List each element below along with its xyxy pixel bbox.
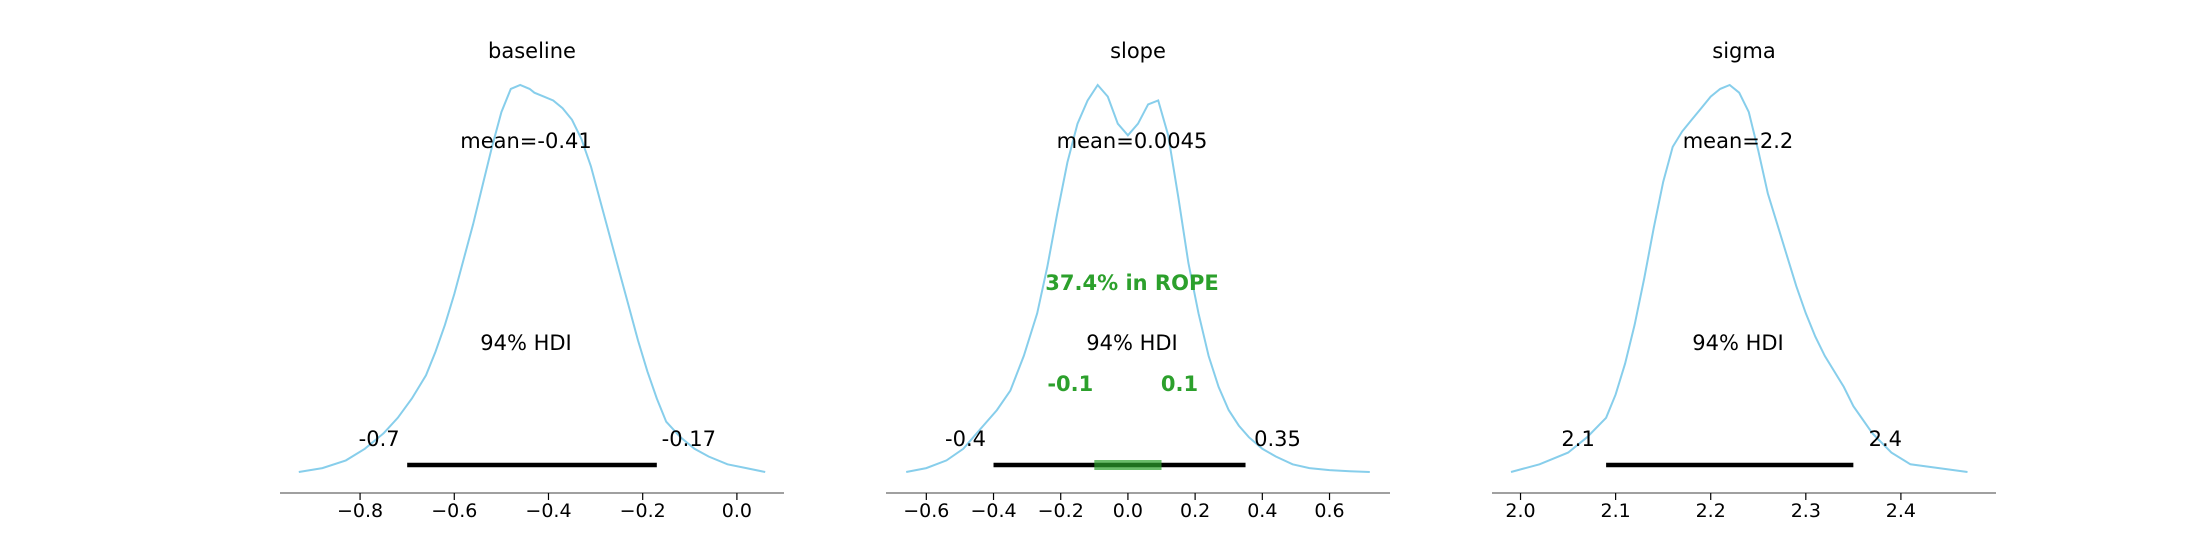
- hdi-high-label: 2.4: [1869, 427, 1902, 451]
- hdi-label: 94% HDI: [480, 331, 572, 355]
- x-tick-label: 0.0: [1113, 500, 1143, 522]
- x-tick-label: −0.2: [1038, 500, 1084, 522]
- hdi-low-label: 2.1: [1561, 427, 1594, 451]
- x-tick-label: 2.2: [1696, 500, 1726, 522]
- panel-title: baseline: [488, 39, 576, 63]
- rope-high-label: 0.1: [1161, 372, 1198, 396]
- x-tick-label: 2.1: [1601, 500, 1631, 522]
- x-tick-label: 0.4: [1247, 500, 1277, 522]
- x-tick-label: −0.6: [431, 500, 477, 522]
- rope-low-label: -0.1: [1047, 372, 1093, 396]
- kde-curve: [906, 83, 1370, 473]
- panel-title: slope: [1110, 39, 1166, 63]
- panel-title: sigma: [1712, 39, 1775, 63]
- panel-slope: slope −0.6 −0.4 −0.2 0.0 0.2 0.4 0.6 -0.4 0.35 37.…: [886, 39, 1390, 522]
- hdi-high-label: 0.35: [1254, 427, 1301, 451]
- x-tick-label: −0.6: [903, 500, 949, 522]
- mean-label: mean=2.2: [1683, 129, 1794, 153]
- rope-interval: [1094, 460, 1162, 470]
- x-tick-label: 0.0: [722, 500, 752, 522]
- x-tick-label: −0.2: [620, 500, 666, 522]
- kde-curve: [298, 83, 766, 473]
- x-tick-label: −0.4: [970, 500, 1016, 522]
- mean-label: mean=0.0045: [1057, 129, 1208, 153]
- mean-label: mean=-0.41: [460, 129, 592, 153]
- x-tick-label: −0.4: [525, 500, 571, 522]
- hdi-low-label: -0.7: [359, 427, 400, 451]
- panel-sigma: sigma 2.0 2.1 2.2 2.3 2.4 2.1 2.4 mean=2.2 94% HD…: [1492, 39, 1996, 522]
- x-tick-label: 2.3: [1791, 500, 1821, 522]
- x-tick-label: 0.2: [1180, 500, 1210, 522]
- hdi-low-label: -0.4: [945, 427, 986, 451]
- rope-percentage-label: 37.4% in ROPE: [1045, 271, 1218, 295]
- hdi-label: 94% HDI: [1692, 331, 1784, 355]
- kde-curve: [1510, 83, 1968, 473]
- x-tick-label: 2.4: [1886, 500, 1916, 522]
- x-tick-label: 0.6: [1314, 500, 1344, 522]
- hdi-label: 94% HDI: [1086, 331, 1178, 355]
- x-tick-label: −0.8: [337, 500, 383, 522]
- x-tick-label: 2.0: [1505, 500, 1535, 522]
- hdi-high-label: -0.17: [662, 427, 716, 451]
- panel-baseline: baseline −0.8 −0.6 −0.4 −0.2 0.0 -0.7 -0.17 mean…: [280, 39, 784, 522]
